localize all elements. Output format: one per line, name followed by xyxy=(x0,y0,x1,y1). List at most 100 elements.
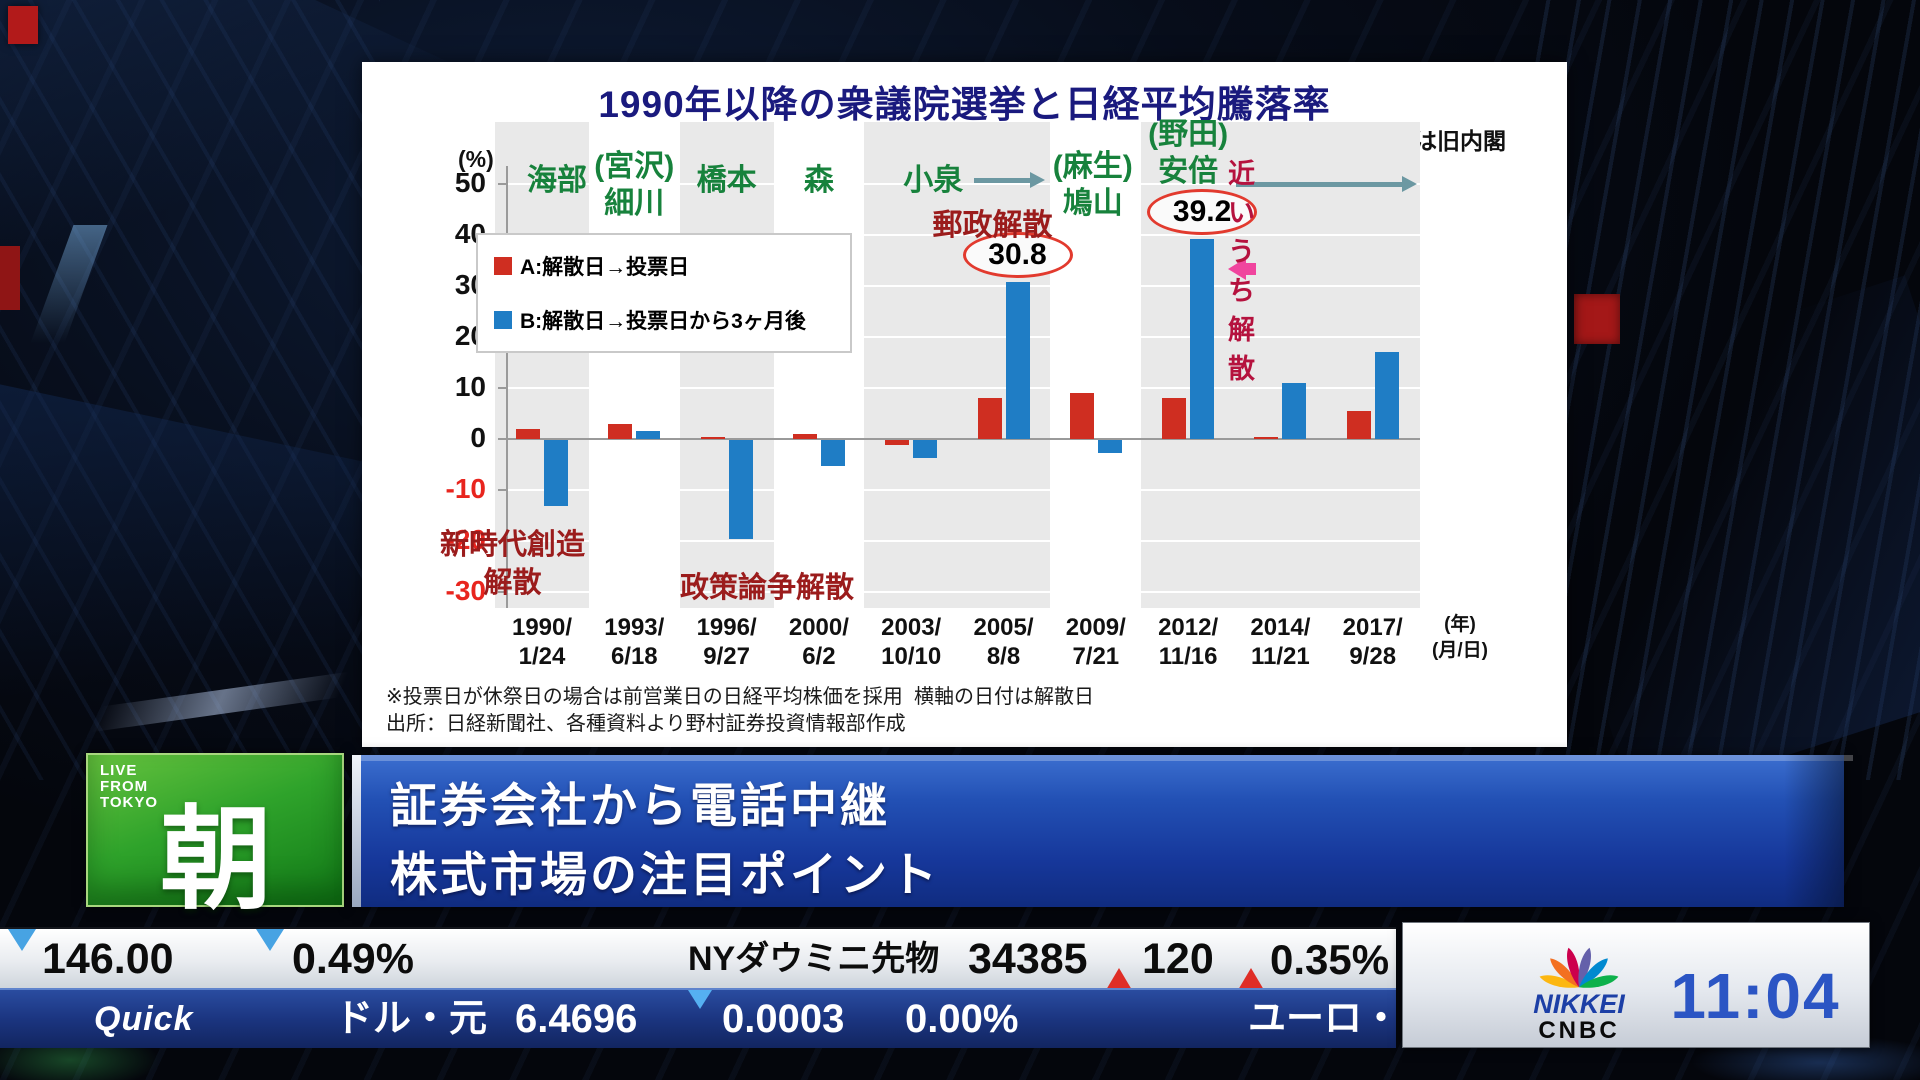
bar-a-2012/11/16 xyxy=(1162,398,1187,439)
x-axis-label: 2017/ 9/28 xyxy=(1342,614,1403,670)
fx-next-pair-label: ユーロ・ xyxy=(1248,998,1396,1040)
axis-tick xyxy=(498,540,508,542)
x-axis-label: 2014/ 11/21 xyxy=(1250,614,1311,670)
gridline xyxy=(508,336,1420,338)
legend-label-b: B:解散日→投票日から3ヶ月後 xyxy=(520,310,806,333)
legend-label-a: A:解散日→投票日 xyxy=(520,256,690,279)
footnote-source: 出所：日経新聞社、各種資料より野村証券投資情報部作成 xyxy=(386,713,906,735)
bar-a-2017/9/28 xyxy=(1346,410,1371,439)
column-band xyxy=(679,122,774,608)
left-arrow-icon xyxy=(1228,258,1246,280)
bar-a-2005/8/8 xyxy=(977,398,1002,439)
bar-a-1996/9/27 xyxy=(700,437,725,439)
headline-line-2: 株式市場の注目ポイント xyxy=(390,848,940,901)
gridline xyxy=(508,387,1420,389)
left-arrow-tail xyxy=(1246,263,1256,275)
annotation-shinjidai-kaisan: 新時代創造 解散 xyxy=(439,529,585,599)
bar-b-2017/9/28 xyxy=(1374,352,1399,439)
x-axis-label: 1996/ 9/27 xyxy=(696,614,757,670)
fx-pair-label: ドル・元 xyxy=(335,998,488,1040)
ticker-diff-percent: 0.35% xyxy=(1270,936,1390,983)
bar-b-2012/11/16 xyxy=(1190,239,1215,439)
network-brand-box: NIKKEI CNBC 11:04 xyxy=(1402,922,1870,1048)
y-axis-label: -30 xyxy=(445,575,486,606)
live-badge: LIVE FROM TOKYO 朝 xyxy=(86,753,344,922)
program-logo-asa: 朝 xyxy=(160,797,272,922)
up-triangle-icon xyxy=(1106,929,1132,988)
ticker-instrument-label: NYダウミニ先物 xyxy=(688,940,940,978)
down-triangle-icon xyxy=(256,929,284,988)
chart-title: 1990年以降の衆議院選挙と日経平均騰落率 xyxy=(598,84,1331,125)
y-axis-label: 0 xyxy=(470,422,486,453)
x-axis-label: 2000/ 6/2 xyxy=(788,614,849,670)
live-from-tokyo-label: LIVE FROM TOKYO xyxy=(100,762,159,811)
annotation-yusei-kaisan: 郵政解散 xyxy=(932,209,1053,242)
bar-a-2003/10/10 xyxy=(885,440,910,446)
axis-tick xyxy=(498,489,508,491)
pm-label: 森 xyxy=(803,164,834,197)
pm-succession-arrow-icon xyxy=(1236,176,1417,192)
banner-highlight xyxy=(361,755,1853,761)
axis-tick xyxy=(498,183,508,185)
clock: 11:04 xyxy=(1670,960,1841,1032)
pm-label: (麻生) 鳩山 xyxy=(1052,150,1133,220)
gridline xyxy=(508,285,1420,287)
pm-label: (野田) 安倍 xyxy=(1148,118,1229,188)
x-axis-label: 2003/ 10/10 xyxy=(881,614,942,670)
axis-tick xyxy=(498,438,508,440)
legend-row-a: A:解散日→投票日 xyxy=(494,251,689,281)
down-triangle-icon xyxy=(688,990,712,1048)
x-axis-label: 2012/ 11/16 xyxy=(1158,614,1219,670)
axis-tick xyxy=(498,387,508,389)
x-axis-label: 1990/ 1/24 xyxy=(511,614,573,670)
legend-swatch-a xyxy=(494,257,512,275)
x-axis-label: 2009/ 7/21 xyxy=(1065,614,1126,670)
ticker-bottom-row: Quick ドル・元 6.4696 0.0003 0.00% ユーロ・ xyxy=(0,988,1396,1048)
chart-panel: 1990年以降の衆議院選挙と日経平均騰落率 （ ）は旧内閣 (%) 50 40 30… xyxy=(362,62,1567,747)
gridline xyxy=(508,183,1420,185)
ticker-change-value: 146.00 xyxy=(42,935,174,983)
pm-succession-arrow-icon xyxy=(974,172,1045,188)
y-axis-label: 10 xyxy=(454,371,486,402)
headline-banner: 証券会社から電話中継 株式市場の注目ポイント xyxy=(352,755,1853,907)
gridline xyxy=(508,540,1420,542)
x-axis-unit-label: (年) (月/日) xyxy=(1432,614,1488,661)
bar-a-2009/7/21 xyxy=(1069,393,1094,439)
bar-b-1993/6/18 xyxy=(636,431,661,439)
background-red-block xyxy=(0,246,20,310)
bar-b-2005/8/8 xyxy=(1005,281,1030,439)
y-axis-line xyxy=(506,166,508,608)
peacock-icon xyxy=(1539,947,1619,988)
gridline xyxy=(508,591,1420,593)
value-callout: 39.2 xyxy=(1147,189,1258,236)
legend-swatch-b xyxy=(494,311,512,329)
nikkei-wordmark: NIKKEI xyxy=(1533,989,1625,1019)
annotation-seisaku-ronso-kaisan: 政策論争解散 xyxy=(679,572,854,604)
fx-diff-percent: 0.00% xyxy=(905,997,1019,1041)
bar-b-2014/11/21 xyxy=(1282,382,1307,439)
gridline xyxy=(508,489,1420,491)
annotation-chikaiuchi-kaisan: 近いうち解散 xyxy=(1228,159,1263,384)
column-band xyxy=(495,122,589,608)
pm-label: (宮沢) 細川 xyxy=(594,150,675,220)
axis-tick xyxy=(498,591,508,593)
bar-b-1996/9/27 xyxy=(728,440,753,540)
ticker-change-percent: 0.49% xyxy=(292,935,414,983)
value-callout: 30.8 xyxy=(962,231,1073,278)
y-axis-label: -20 xyxy=(445,524,486,555)
footnote-holiday-rule: ※投票日が休祭日の場合は前営業日の日経平均株価を採用 xyxy=(386,686,903,708)
bar-a-2014/11/21 xyxy=(1254,437,1279,439)
ticker-top-row: 146.00 0.49% NYダウミニ先物 34385 120 0.35% xyxy=(0,927,1396,988)
ticker-price: 34385 xyxy=(968,935,1088,983)
pm-label: 海部 xyxy=(527,164,587,197)
legend-row-b: B:解散日→投票日から3ヶ月後 xyxy=(494,305,806,335)
x-axis-label: 1993/ 6/18 xyxy=(604,614,665,670)
bar-b-2009/7/21 xyxy=(1097,440,1122,453)
down-triangle-icon xyxy=(8,929,36,988)
bar-b-2000/6/2 xyxy=(820,440,845,466)
bar-b-2003/10/10 xyxy=(913,440,938,458)
pm-label: 小泉 xyxy=(903,164,964,197)
bar-a-1993/6/18 xyxy=(608,423,633,439)
quick-logo: Quick xyxy=(94,1000,194,1038)
